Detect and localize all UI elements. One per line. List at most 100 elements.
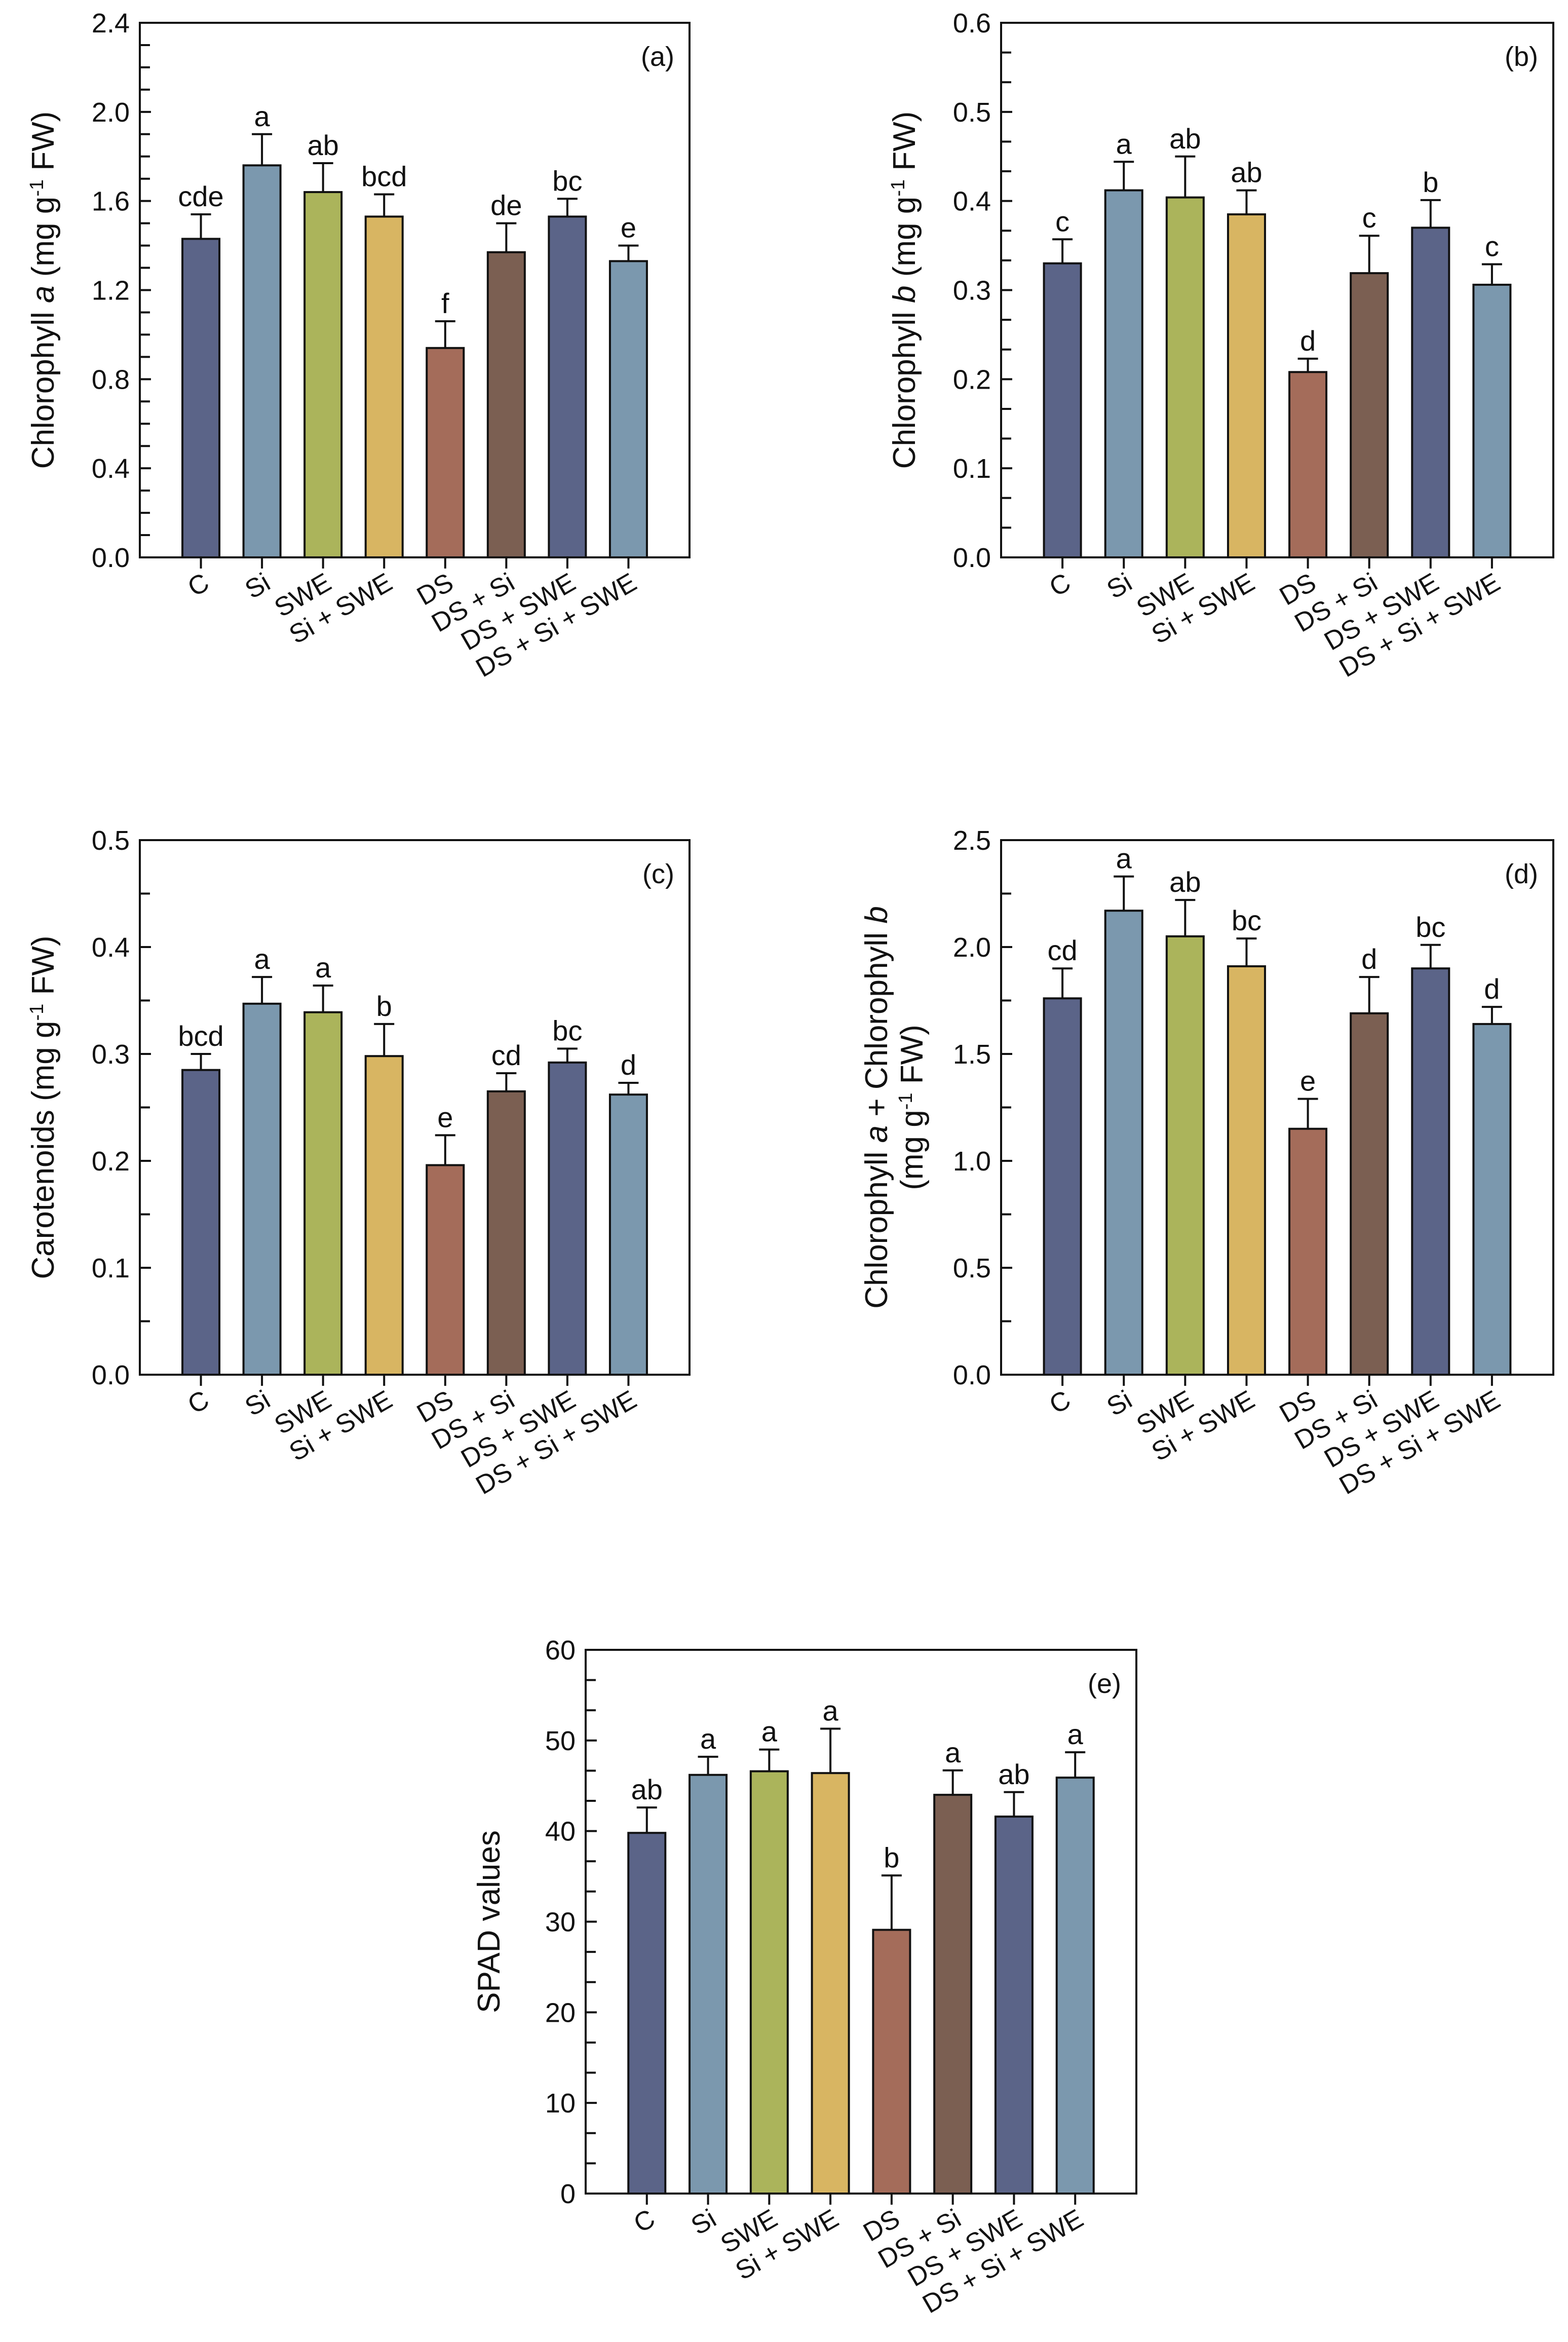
y-tick-label: 60 [545, 1635, 576, 1666]
y-axis-label: Chlorophyll a (mg g-1 FW) [26, 111, 61, 469]
bar [1227, 965, 1266, 1376]
significance-letter: a [1116, 843, 1132, 875]
significance-letter: ab [1231, 157, 1262, 188]
y-tick-label: 0.2 [953, 364, 991, 395]
significance-letter: de [490, 190, 522, 221]
y-axis-label-part: (mg g [26, 197, 61, 286]
y-tick-label: 0 [560, 2179, 576, 2209]
significance-letter: a [945, 1736, 961, 1768]
y-tick-label: 0.1 [953, 454, 991, 484]
bar [1411, 226, 1450, 558]
y-axis-label-part: a [26, 285, 61, 303]
y-tick-label: 0.5 [953, 1253, 991, 1283]
y-axis-label: (mg g-1 FW) [895, 1025, 930, 1190]
bar [548, 215, 587, 558]
plot-frame [1000, 22, 1554, 558]
y-tick-label: 1.6 [92, 186, 130, 217]
y-tick-label: 0.0 [953, 543, 991, 573]
y-axis-label-part: FW) [26, 111, 61, 179]
significance-letter: e [1300, 1065, 1316, 1097]
y-tick-label: 0.3 [92, 1039, 130, 1070]
plot-frame [1000, 839, 1554, 1376]
y-tick-label: 2.5 [953, 825, 991, 856]
bar [872, 1929, 911, 2195]
y-axis-label-part: (mg g [887, 197, 922, 286]
y-tick-label: 0.5 [953, 97, 991, 128]
y-axis-label-part: FW) [887, 111, 922, 179]
y-axis-label-part: SPAD values [472, 1830, 507, 2013]
y-tick-label: 0.0 [92, 543, 130, 573]
x-tick-label: Si [1102, 1385, 1137, 1422]
bar [303, 191, 343, 559]
bar [1227, 213, 1266, 558]
significance-letter: b [376, 990, 392, 1022]
y-axis-label-part: b [887, 285, 922, 303]
y-tick-label: 0.6 [953, 8, 991, 39]
y-axis-label: SPAD values [472, 1830, 507, 2013]
significance-letter: a [254, 100, 271, 132]
bar [548, 1061, 587, 1376]
panel-label: (c) [642, 859, 674, 889]
bar [1472, 283, 1512, 558]
y-axis-label-part: a [859, 1125, 894, 1143]
y-tick-label: 2.0 [953, 932, 991, 963]
significance-letter: d [1484, 973, 1500, 1005]
bar [364, 1055, 404, 1376]
significance-letter: cd [1048, 934, 1078, 966]
bar [1104, 189, 1143, 559]
bar [608, 260, 648, 558]
bar [303, 1011, 343, 1376]
significance-letter: bc [552, 165, 582, 197]
y-tick-label: 0.3 [953, 276, 991, 306]
bar [181, 238, 221, 559]
bar [1165, 935, 1205, 1376]
bar [1165, 196, 1205, 558]
significance-letter: d [621, 1049, 636, 1081]
y-tick-label: 0.1 [92, 1253, 130, 1283]
panel-label: (a) [641, 42, 674, 72]
significance-letter: f [441, 287, 449, 319]
y-tick-label: 30 [545, 1907, 576, 1938]
bar [1288, 371, 1328, 558]
bar [1288, 1127, 1328, 1376]
y-tick-label: 1.2 [92, 276, 130, 306]
y-axis-label-part: -1 [26, 1004, 48, 1021]
significance-letter: cd [491, 1039, 521, 1071]
bar [627, 1832, 667, 2195]
panel-label: (d) [1505, 859, 1538, 889]
bar [689, 1773, 728, 2195]
y-axis-label-part: -1 [888, 179, 909, 197]
y-tick-label: 10 [545, 2088, 576, 2119]
x-tick-label: C [183, 568, 214, 602]
bar [1472, 1023, 1512, 1376]
bar [486, 1090, 526, 1376]
y-axis-label-part: Chlorophyll [887, 303, 922, 469]
y-axis-label-part: + Chlorophyll [859, 924, 894, 1125]
y-tick-label: 50 [545, 1726, 576, 1756]
y-tick-label: 2.0 [92, 97, 130, 128]
y-axis-label-part: -1 [26, 179, 48, 197]
panel-label: (b) [1505, 42, 1538, 72]
bar [1043, 262, 1082, 558]
significance-letter: bcd [178, 1020, 223, 1052]
x-tick-label: Si [1102, 568, 1137, 605]
x-tick-label: C [183, 1385, 214, 1420]
y-tick-label: 1.5 [953, 1039, 991, 1070]
y-tick-label: 40 [545, 1817, 576, 1847]
significance-letter: a [315, 952, 331, 984]
bar [994, 1816, 1034, 2195]
significance-letter: a [823, 1695, 839, 1727]
bar [749, 1770, 789, 2195]
significance-letter: d [1361, 943, 1377, 975]
x-tick-label: C [629, 2204, 660, 2239]
significance-letter: bc [1416, 911, 1445, 943]
significance-letter: ab [308, 129, 339, 161]
y-axis-label-part: (mg g [895, 1110, 930, 1190]
y-axis-label: Chlorophyll b (mg g-1 FW) [887, 111, 922, 469]
y-tick-label: 0.4 [92, 932, 130, 963]
